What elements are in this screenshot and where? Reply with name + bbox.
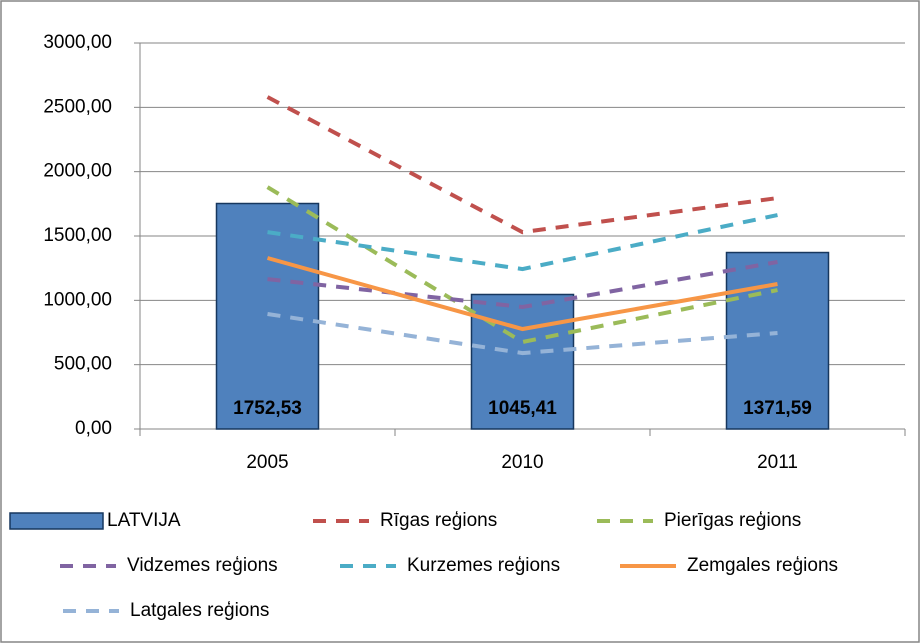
y-tick-label: 3000,00	[43, 32, 112, 53]
legend-label: LATVIJA	[107, 510, 181, 531]
line-series	[266, 185, 778, 345]
legend-label: Zemgales reģions	[687, 555, 838, 576]
legend-label: Latgales reģions	[130, 600, 269, 621]
y-tick-label: 1000,00	[43, 289, 112, 310]
bar	[215, 202, 320, 430]
line-series	[267, 260, 778, 310]
line-series	[266, 256, 778, 332]
line-series	[267, 213, 778, 272]
y-tick-label: 0,00	[75, 418, 112, 439]
legend-label: Pierīgas reģions	[664, 510, 801, 531]
x-tick-label: 2011	[757, 452, 798, 473]
y-tick-label: 1500,00	[43, 225, 112, 246]
legend-label: Kurzemes reģions	[407, 555, 560, 576]
bar-value-label: 1371,59	[743, 398, 812, 419]
legend-swatch	[9, 512, 104, 530]
bar-value-label: 1752,53	[233, 398, 302, 419]
line-series	[266, 95, 778, 235]
y-tick-label: 2000,00	[43, 161, 112, 182]
legend-label: Vidzemes reģions	[127, 555, 278, 576]
legend-label: Rīgas reģions	[380, 510, 497, 531]
y-tick-label: 500,00	[54, 354, 112, 375]
bar	[725, 251, 830, 430]
y-tick-label: 2500,00	[43, 96, 112, 117]
line-series	[267, 311, 778, 356]
bar	[470, 293, 575, 430]
x-tick-label: 2005	[246, 452, 288, 473]
bar-value-label: 1045,41	[488, 398, 557, 419]
x-tick-label: 2010	[501, 452, 543, 473]
